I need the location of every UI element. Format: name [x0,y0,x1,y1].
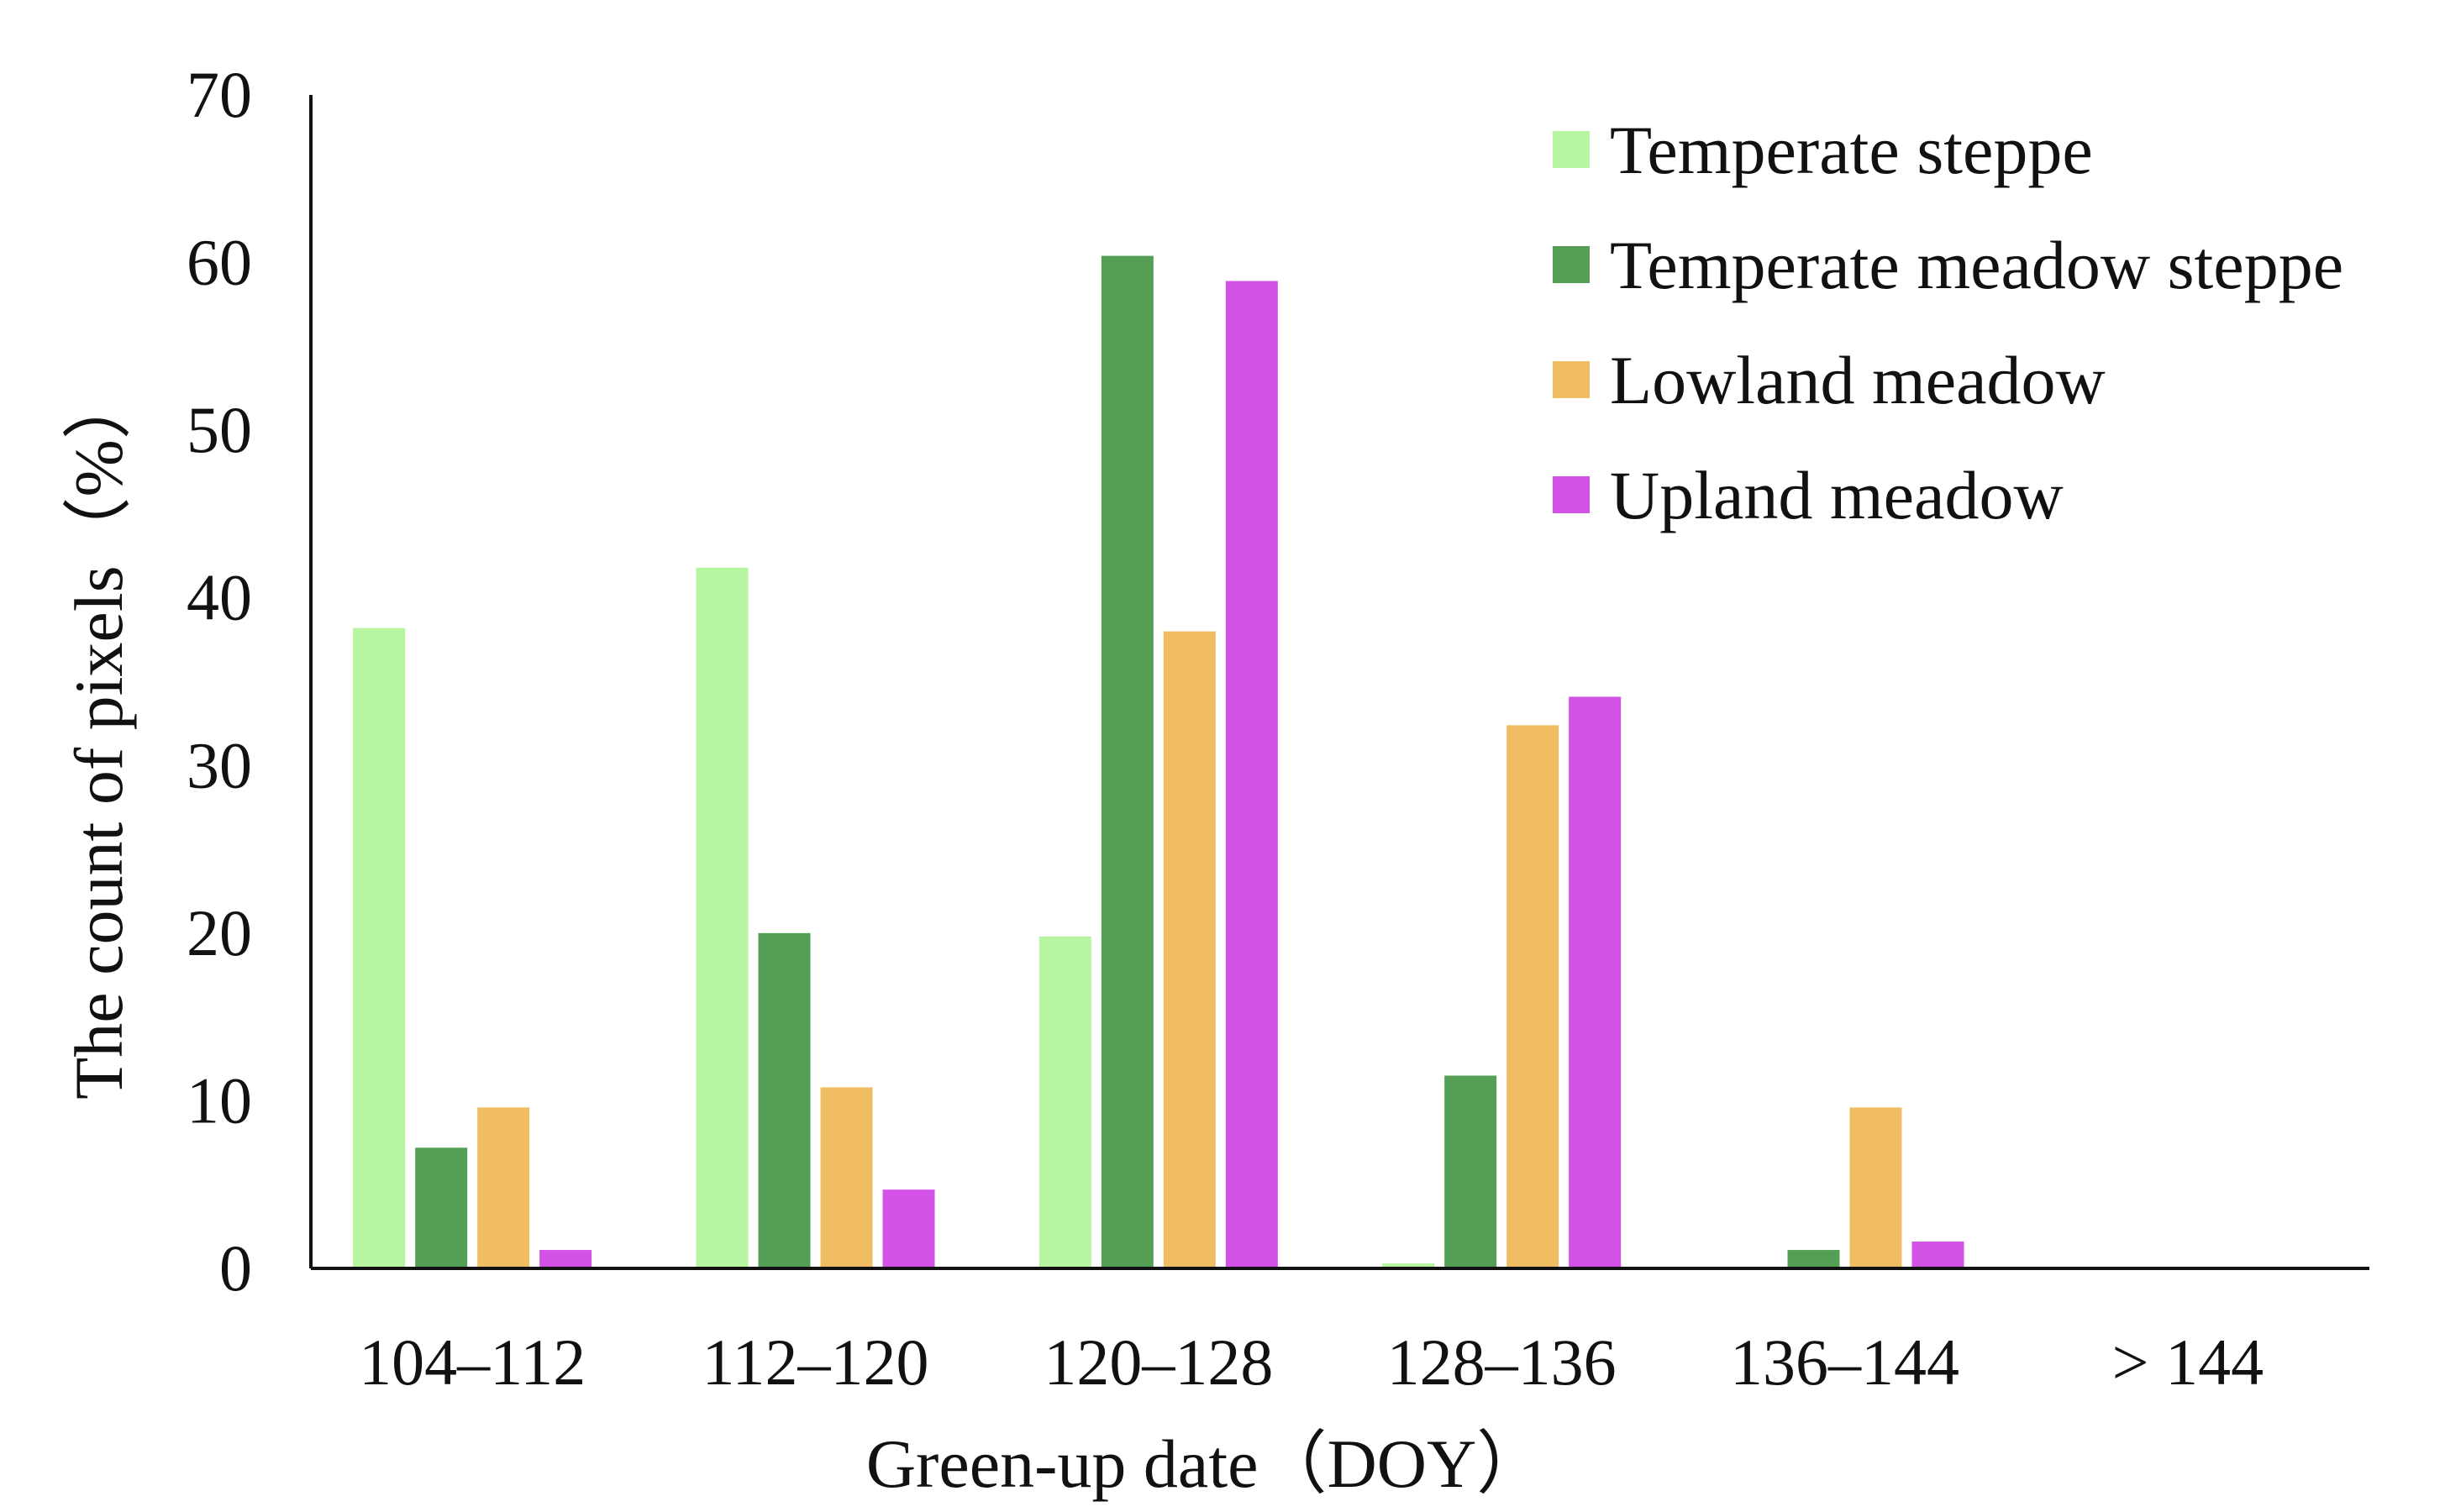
x-tick-labels: 104–112 112–120 120–128 128–136 136–144 > 144 [359,1326,2264,1399]
legend-label: Upland meadow [1610,457,2064,533]
y-tick-label: 50 [187,393,252,466]
y-tick-label: 30 [187,728,252,801]
bar [353,627,406,1268]
bar [1101,255,1154,1268]
legend: Temperate steppe Temperate meadow steppe L… [1553,112,2343,533]
bar [1225,281,1278,1268]
legend-swatch [1553,246,1590,283]
bar [1163,631,1216,1268]
bar [1038,936,1091,1268]
y-tick-labels: 0 10 20 30 40 50 60 70 [187,58,252,1305]
bar [696,567,749,1268]
bar [1382,1263,1435,1268]
bar [477,1107,530,1268]
x-tick-label: 104–112 [359,1326,586,1399]
y-tick-label: 10 [187,1063,252,1137]
bar [1506,725,1559,1268]
bar [1849,1107,1902,1268]
bar [539,1250,592,1268]
legend-label: Temperate meadow steppe [1610,227,2343,303]
x-tick-label: 136–144 [1730,1326,1959,1399]
bar [820,1087,873,1268]
bar [1569,696,1622,1268]
y-tick-label: 20 [187,896,252,969]
bar [1911,1242,1964,1268]
x-tick-label: 112–120 [702,1326,928,1399]
bar [882,1189,935,1268]
x-tick-label: > 144 [2112,1326,2264,1399]
legend-swatch [1553,476,1590,513]
legend-label: Temperate steppe [1610,112,2093,188]
y-axis-title: The count of pixels（%） [60,370,137,1100]
y-tick-label: 0 [219,1231,252,1305]
bar [1787,1250,1840,1268]
bar [1444,1075,1497,1268]
x-tick-label: 128–136 [1387,1326,1617,1399]
bar [415,1147,468,1268]
bars [353,255,1964,1268]
legend-label: Lowland meadow [1610,342,2106,418]
x-axis-title: Green-up date（DOY） [866,1425,1545,1502]
x-tick-label: 120–128 [1044,1326,1273,1399]
legend-swatch [1553,361,1590,398]
y-tick-label: 60 [187,226,252,299]
legend-swatch [1553,131,1590,168]
y-tick-label: 70 [187,58,252,131]
bar [758,932,811,1268]
y-tick-label: 40 [187,561,252,634]
